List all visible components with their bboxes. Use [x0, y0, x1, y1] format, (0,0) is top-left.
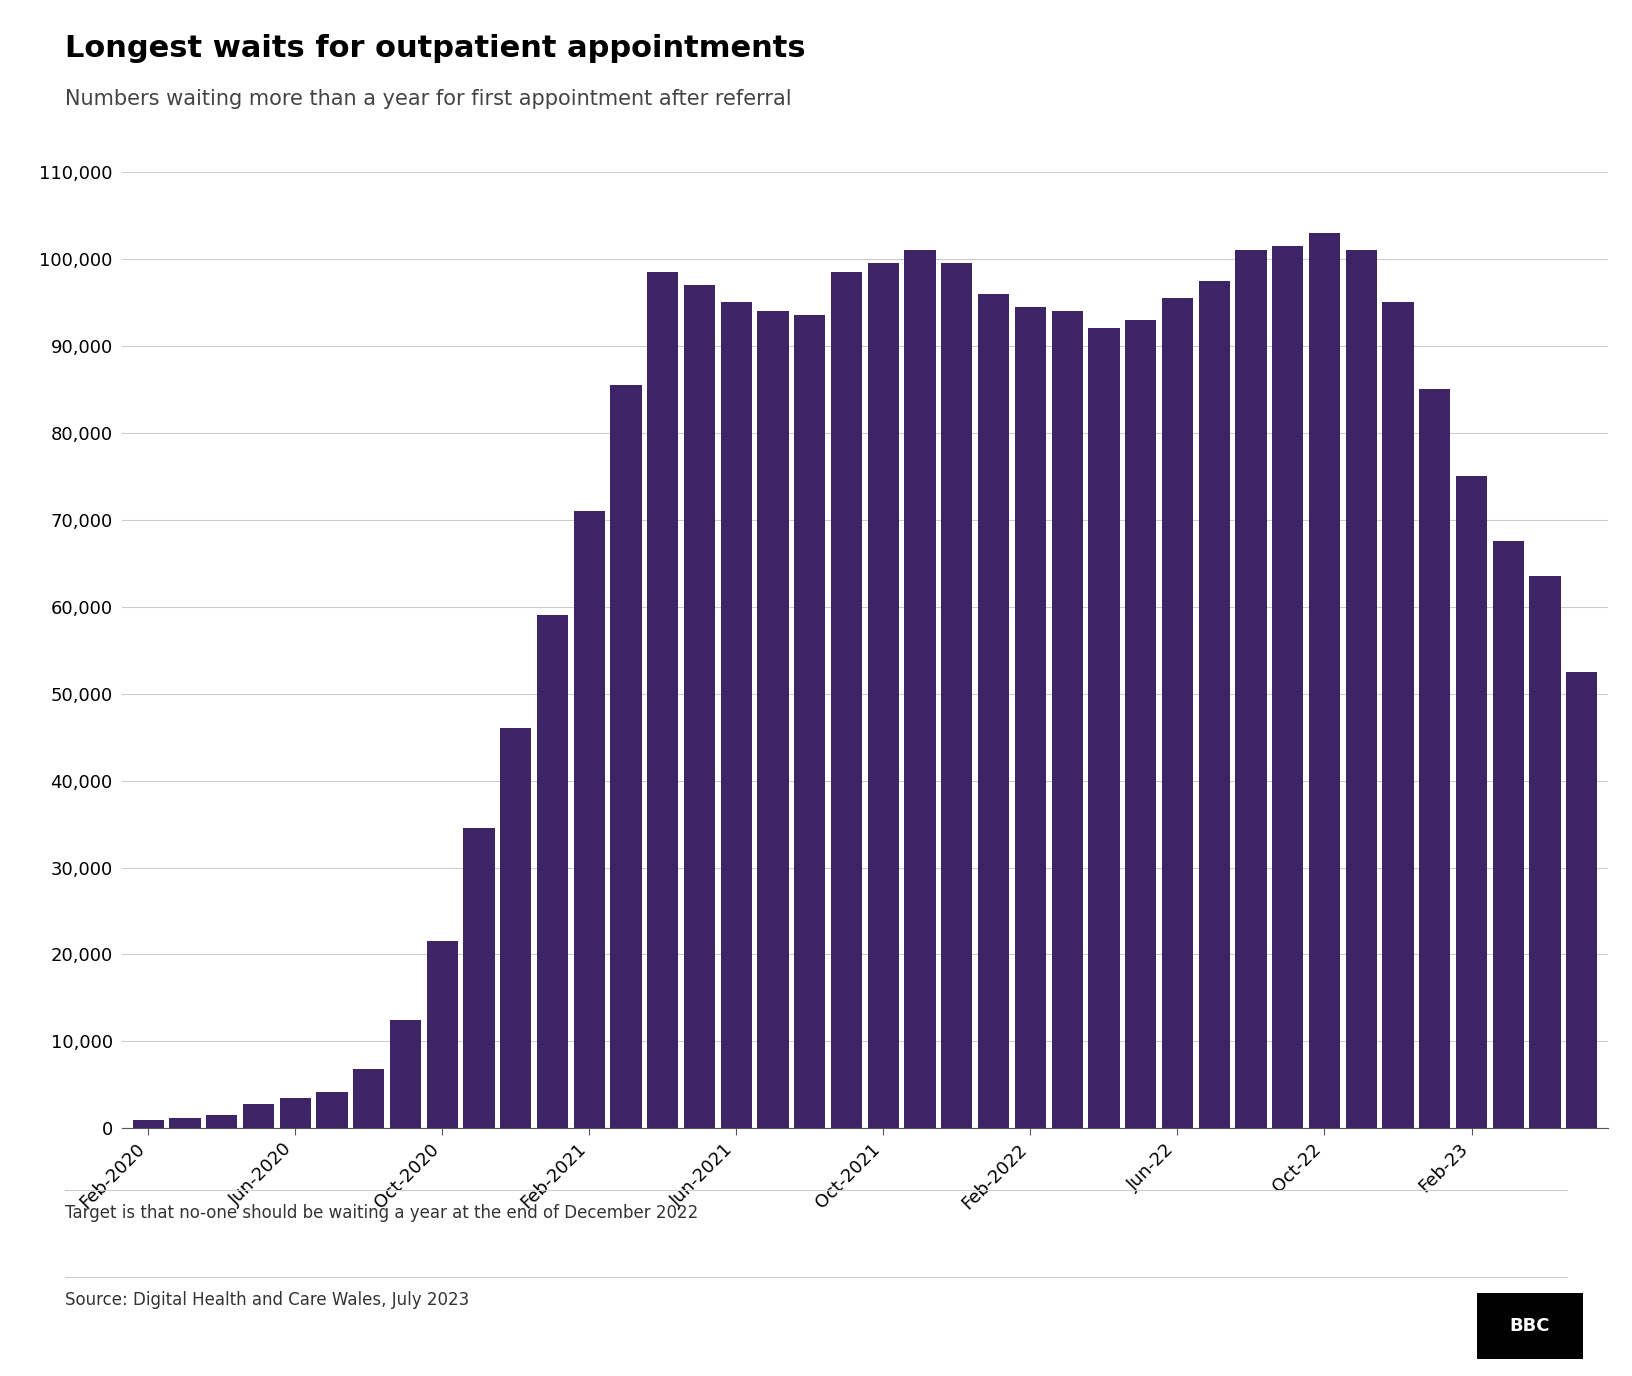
Text: Longest waits for outpatient appointments: Longest waits for outpatient appointment… — [65, 34, 806, 63]
Text: Source: Digital Health and Care Wales, July 2023: Source: Digital Health and Care Wales, J… — [65, 1291, 470, 1309]
Bar — [132, 1120, 163, 1128]
Bar — [1456, 476, 1487, 1128]
Bar — [170, 1117, 201, 1128]
Bar — [243, 1104, 274, 1128]
Bar — [1529, 577, 1560, 1128]
Bar — [1162, 299, 1193, 1128]
Bar — [463, 828, 494, 1128]
Bar — [426, 941, 459, 1128]
Bar — [1198, 281, 1231, 1128]
Bar — [942, 263, 973, 1128]
Bar — [206, 1116, 237, 1128]
Bar — [1382, 303, 1413, 1128]
Bar — [648, 272, 679, 1128]
Bar — [904, 250, 935, 1128]
Bar — [390, 1020, 421, 1128]
Bar — [573, 510, 605, 1128]
Bar — [1493, 542, 1524, 1128]
Bar — [1567, 671, 1598, 1128]
Bar — [757, 311, 788, 1128]
Bar — [610, 385, 641, 1128]
Text: BBC: BBC — [1510, 1317, 1550, 1336]
Bar — [795, 315, 826, 1128]
Bar — [1420, 389, 1451, 1128]
Bar — [1089, 329, 1120, 1128]
Bar — [1051, 311, 1082, 1128]
Bar — [978, 293, 1009, 1128]
Bar — [537, 615, 568, 1128]
Bar — [1015, 307, 1046, 1128]
Bar — [1124, 319, 1157, 1128]
Bar — [868, 263, 899, 1128]
Bar — [317, 1091, 348, 1128]
Bar — [831, 272, 862, 1128]
Bar — [1346, 250, 1377, 1128]
Bar — [684, 285, 715, 1128]
Bar — [499, 728, 532, 1128]
Bar — [279, 1098, 310, 1128]
Bar — [353, 1069, 384, 1128]
Bar — [721, 303, 752, 1128]
Bar — [1235, 250, 1266, 1128]
Text: Target is that no-one should be waiting a year at the end of December 2022: Target is that no-one should be waiting … — [65, 1204, 698, 1222]
Bar — [1271, 246, 1304, 1128]
Text: Numbers waiting more than a year for first appointment after referral: Numbers waiting more than a year for fir… — [65, 89, 792, 110]
Bar — [1309, 233, 1340, 1128]
